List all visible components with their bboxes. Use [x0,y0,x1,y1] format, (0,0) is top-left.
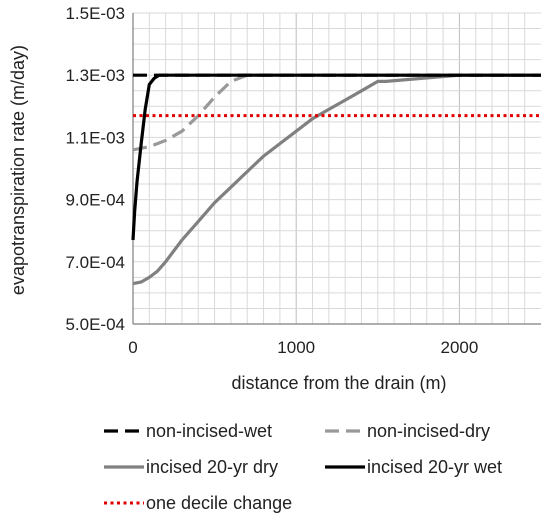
axes [132,13,541,325]
y-tick-label: 9.0E-04 [65,191,125,210]
y-tick-label: 1.3E-03 [65,66,125,85]
series-line-incised-20-yr-dry [132,73,541,286]
x-tick-label: 1000 [277,338,315,357]
legend-label: non-incised-wet [146,421,272,441]
y-axis-title: evapotranspiration rate (m/day) [8,45,28,295]
gridlines [133,12,541,324]
x-tick-label: 2000 [440,338,478,357]
y-tick-label: 7.0E-04 [65,253,125,272]
legend-label: incised 20-yr wet [367,457,502,477]
legend-item: one decile change [104,493,292,513]
y-tick-label: 1.5E-03 [65,4,125,23]
legend-label: one decile change [146,493,292,513]
series-line-non-incised-dry [132,73,541,152]
legend-item: non-incised-dry [325,421,490,441]
tick-labels: 0 1000 2000 5.0E-04 7.0E-04 9.0E-04 1.1E-03 1.3… [65,4,478,357]
legend-item: non-incised-wet [104,421,272,441]
x-tick-label: 0 [128,338,137,357]
legend-label: non-incised-dry [367,421,490,441]
series-lines [131,73,541,286]
legend: non-incised-wet non-incised-dry incised 20… [104,421,502,513]
y-tick-label: 1.1E-03 [65,128,125,147]
legend-item: incised 20-yr dry [104,457,278,477]
y-tick-label: 5.0E-04 [65,315,125,334]
x-axis-title: distance from the drain (m) [231,373,446,393]
legend-label: incised 20-yr dry [146,457,278,477]
legend-item: incised 20-yr wet [325,457,502,477]
